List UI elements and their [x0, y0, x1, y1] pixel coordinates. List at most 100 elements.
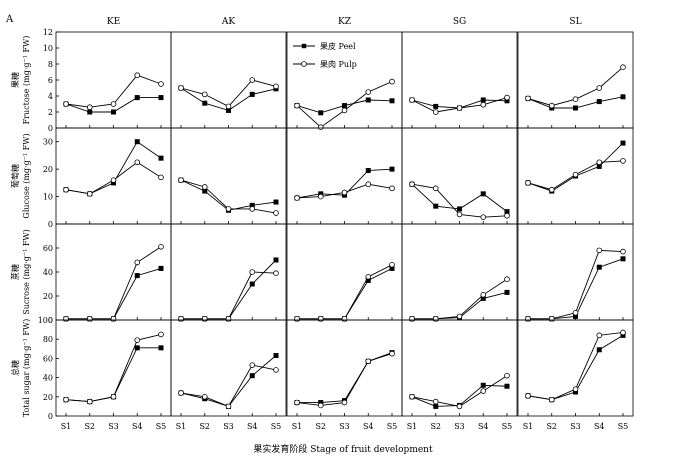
- point-pulp: [110, 315, 117, 322]
- point-pulp: [134, 259, 141, 266]
- point-pulp: [456, 403, 463, 410]
- point-pulp: [86, 104, 93, 110]
- ylabel-cn-glucose: 葡萄糖: [10, 164, 20, 188]
- point-peel: [134, 139, 140, 145]
- point-pulp: [432, 185, 439, 192]
- series-line-peel: [297, 267, 393, 320]
- ylabel-cn-fructose: 果糖: [10, 72, 20, 88]
- panel-fructose-ke: 0 2 4 6 8 10 12: [43, 28, 172, 133]
- panel-letter: A: [5, 14, 14, 25]
- point-pulp: [317, 402, 324, 409]
- point-pulp: [225, 315, 232, 322]
- point-pulp: [63, 186, 69, 193]
- panel-total_sugar-ke: 0 20 40 60 80 100 S1 S2 S3 S4 S5: [38, 316, 172, 431]
- point-pulp: [480, 214, 487, 220]
- series-line-pulp: [65, 333, 162, 403]
- point-pulp: [525, 315, 531, 322]
- panel-glucose-sg: [401, 127, 518, 225]
- point-pulp: [596, 159, 603, 166]
- y-tick-label: 0: [48, 316, 53, 325]
- point-pulp: [525, 95, 531, 102]
- point-pulp: [365, 358, 372, 365]
- series-line-pulp: [412, 278, 508, 320]
- point-peel: [433, 403, 439, 409]
- point-pulp: [201, 393, 208, 400]
- y-tick-label: 0: [48, 412, 53, 421]
- y-tick-label: 10: [43, 193, 53, 202]
- point-pulp: [409, 315, 415, 322]
- y-tick-label: 40: [43, 374, 53, 383]
- series-line-peel: [528, 258, 624, 320]
- point-pulp: [249, 362, 256, 368]
- point-pulp: [341, 107, 348, 114]
- y-tick-label: 100: [38, 316, 53, 325]
- point-pulp: [596, 247, 603, 254]
- x-tick-label: S3: [339, 422, 350, 431]
- point-peel: [389, 166, 395, 172]
- point-pulp: [86, 398, 93, 405]
- point-pulp: [249, 206, 256, 212]
- y-tick-label: 12: [43, 28, 53, 37]
- panel-total_sugar-ak: S1 S2 S3 S4 S5: [170, 319, 287, 431]
- y-tick-label: 8: [48, 60, 53, 69]
- point-pulp: [572, 171, 579, 178]
- ylabel-cn-total_sugar: 总糖: [10, 360, 20, 376]
- series-line-pulp: [297, 264, 393, 320]
- point-pulp: [86, 191, 93, 197]
- point-pulp: [158, 244, 164, 250]
- point-peel: [480, 382, 486, 388]
- point-peel: [620, 140, 626, 146]
- ylabel-en-sucrose: Sucrose (mg·g⁻¹ FW): [22, 229, 31, 315]
- series-line-pulp: [296, 353, 393, 406]
- panel-frame: [401, 31, 518, 129]
- y-tick-label: 60: [43, 244, 53, 253]
- x-tick-label: S2: [84, 422, 95, 431]
- point-peel: [341, 103, 347, 109]
- point-pulp: [596, 85, 603, 91]
- series-line-peel: [527, 142, 624, 192]
- y-tick-label: 30: [43, 138, 53, 147]
- point-peel: [504, 289, 510, 295]
- point-pulp: [572, 96, 579, 102]
- legend-label-pulp: 果肉 Pulp: [320, 59, 357, 69]
- x-tick-label: S3: [454, 422, 465, 431]
- series-line-pulp: [528, 249, 624, 320]
- point-pulp: [158, 174, 164, 181]
- x-tick-label: S5: [271, 422, 282, 431]
- point-peel: [249, 91, 255, 97]
- legend: 果皮 Peel 果肉 Pulp: [293, 41, 357, 69]
- point-pulp: [158, 81, 164, 87]
- y-tick-label: 20: [43, 292, 53, 301]
- point-pulp: [86, 315, 93, 322]
- series-line-peel: [65, 347, 161, 403]
- point-pulp: [504, 94, 510, 101]
- x-tick-label: S4: [594, 422, 605, 431]
- column-titles: KE AK KZ SG SL: [107, 17, 582, 27]
- point-pulp: [225, 103, 232, 110]
- x-tick-label: S3: [223, 422, 234, 431]
- point-pulp: [249, 77, 256, 83]
- point-pulp: [110, 393, 117, 400]
- y-tick-label: 60: [43, 354, 53, 363]
- point-peel: [249, 281, 255, 287]
- column-title-ak: AK: [221, 17, 235, 27]
- series-line-peel: [66, 267, 162, 320]
- point-peel: [572, 105, 578, 111]
- panel-sucrose-ak: [170, 223, 287, 322]
- point-peel: [596, 99, 602, 105]
- y-tick-label: 20: [43, 393, 53, 402]
- point-peel: [273, 257, 279, 263]
- x-tick-label: S5: [387, 422, 398, 431]
- point-pulp: [480, 388, 487, 394]
- series-line-peel: [180, 355, 277, 407]
- x-tick-label: S1: [292, 422, 303, 431]
- point-peel: [318, 110, 324, 116]
- panel-glucose-ak: [170, 127, 287, 225]
- point-peel: [596, 347, 602, 353]
- point-pulp: [548, 102, 555, 109]
- column-title-sg: SG: [453, 17, 466, 27]
- point-pulp: [504, 212, 510, 219]
- point-peel: [111, 109, 117, 115]
- row-labels: 果糖 Fructose (mg·g⁻¹ FW) 葡萄糖 Glucose (mg·g⁻¹…: [10, 36, 31, 418]
